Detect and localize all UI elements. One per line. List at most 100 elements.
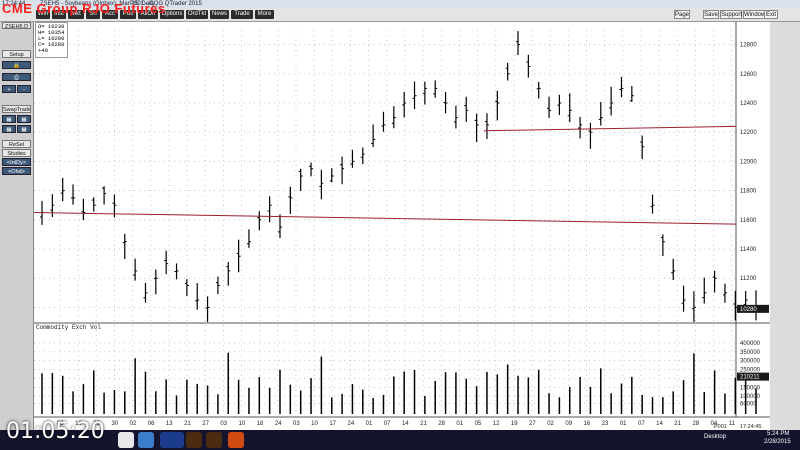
menu-acc-button[interactable]: Acc: [102, 10, 118, 19]
zoom-in-icon[interactable]: +: [2, 85, 16, 93]
watermark-text: CME Group RJO Futures: [2, 1, 166, 16]
desktop-label[interactable]: Desktop: [704, 434, 727, 440]
menu-inst-button[interactable]: Inst: [52, 10, 66, 19]
volume-tick-label: 150000: [740, 385, 761, 391]
volume-marker-box: [737, 372, 769, 381]
title-time: 17:24:44: [2, 1, 26, 7]
video-timestamp: 01:05:20: [6, 419, 105, 444]
x-tick-label: 14: [402, 421, 409, 427]
x-tick-label: 14: [656, 421, 663, 427]
x-tick-label: 01: [366, 421, 373, 427]
menu-mkt-button[interactable]: Mkt: [68, 10, 84, 19]
browser-icon[interactable]: [138, 432, 154, 448]
x-tick-label: 05: [475, 421, 482, 427]
x-tick-label: 18: [257, 421, 264, 427]
footer-page: P001: [714, 424, 727, 430]
price-tick-label: 11600: [740, 218, 757, 224]
x-tick-label: 21: [674, 421, 681, 427]
ohlc-panel: O= 10230 H= 10354 L= 10200 C= 10280 +40: [35, 22, 68, 58]
setup-button[interactable]: Setup: [2, 50, 31, 58]
start-icon[interactable]: [118, 432, 134, 448]
trendline-lower: [34, 212, 737, 225]
zoom-out-icon[interactable]: -: [17, 85, 31, 93]
footer-time: 17:24:45: [740, 424, 761, 430]
menu-exit-button[interactable]: Exit: [764, 10, 778, 19]
ohlc-close: C= 10280: [38, 41, 65, 48]
menu-pos-button[interactable]: Pos: [120, 10, 136, 19]
price-marker-label: 10280: [740, 307, 757, 313]
swap-trader-button[interactable]: SwapTrader: [2, 105, 31, 113]
price-tick-label: 11200: [740, 276, 757, 282]
x-tick-label: 11: [729, 421, 736, 427]
menu-support-button[interactable]: Support: [720, 10, 743, 19]
x-tick-label: 07: [638, 421, 645, 427]
price-tick-label: 12600: [740, 72, 757, 78]
x-tick-label: 09: [57, 421, 64, 427]
symbol-label: ZSEH5,D: [2, 22, 31, 29]
menu-news-button[interactable]: News: [210, 10, 229, 19]
studies-button[interactable]: Studies: [2, 149, 31, 157]
x-tick-label: 23: [602, 421, 609, 427]
grid-icon[interactable]: ▦: [2, 115, 16, 123]
x-tick-label: 21: [420, 421, 427, 427]
menu-ordtkt-button[interactable]: OrdTkt: [186, 10, 208, 19]
x-tick-label: 09: [565, 421, 572, 427]
x-tick-label: 30: [111, 421, 118, 427]
x-tick-label: 24: [275, 421, 282, 427]
tray-time: 5:24 PM: [767, 431, 790, 437]
menu-save-button[interactable]: Save: [703, 10, 719, 19]
app2-icon[interactable]: [206, 432, 222, 448]
grid2-icon[interactable]: ▦: [17, 115, 31, 123]
trendline-upper: [483, 125, 737, 132]
x-tick-label: 12: [493, 421, 500, 427]
menu-page-button[interactable]: Page: [674, 10, 690, 19]
chart-area[interactable]: 1100011200114001160011800120001220012400…: [34, 22, 770, 430]
volume-tick-label: 60000: [740, 401, 757, 407]
price-tick-label: 12400: [740, 101, 757, 107]
window-title: ZSEH5 - Soybeans (Globex), Mar 15, Daily: [40, 1, 155, 7]
menu-sh-button[interactable]: Sh: [86, 10, 100, 19]
x-tick-label: 24: [347, 421, 354, 427]
taskbar: Desktop 5:24 PM 2/28/2015: [0, 430, 800, 450]
sidebar: ZSEH5,D Setup 🔒 ⎙ + - SwapTrader ▦ ▦ ▦ ▦…: [0, 22, 34, 430]
x-tick-label: 21: [184, 421, 191, 427]
volume-tick-label: 400000: [740, 341, 761, 347]
menu-allon-button[interactable]: AllOn: [138, 10, 158, 19]
aol-icon[interactable]: [160, 432, 184, 448]
print-icon-button[interactable]: ⎙: [2, 73, 31, 81]
x-tick-label: 06: [148, 421, 155, 427]
app-icon[interactable]: [186, 432, 202, 448]
app3-icon[interactable]: [228, 432, 244, 448]
x-tick-label: 16: [584, 421, 591, 427]
price-marker-box: [737, 304, 769, 313]
x-tick-label: 23: [93, 421, 100, 427]
price-chart[interactable]: 1100011200114001160011800120001220012400…: [34, 22, 770, 430]
grid4-icon[interactable]: ▦: [17, 125, 31, 133]
menu-more-button[interactable]: More: [255, 10, 274, 19]
x-tick-label: 10: [311, 421, 318, 427]
volume-label: Commodity Exch Vol: [36, 324, 101, 331]
toolbar: Win Inst Mkt Sh Acc Pos AllOn Options OrdTkt News…: [0, 8, 800, 22]
price-tick-label: 11400: [740, 247, 757, 253]
x-tick-label: 13: [166, 421, 173, 427]
other-button[interactable]: <Ohd>: [2, 167, 31, 175]
volume-tick-label: 100000: [740, 394, 761, 400]
volume-tick-label: 250000: [740, 368, 761, 374]
menu-trade-button[interactable]: Trade: [231, 10, 253, 19]
x-tick-label: 27: [202, 421, 209, 427]
menu-window-button[interactable]: Window: [743, 10, 766, 19]
menu-win-button[interactable]: Win: [36, 10, 50, 19]
x-tick-label: 01: [620, 421, 627, 427]
ohlc-high: H= 10354: [38, 29, 65, 36]
reset-button[interactable]: ReSel: [2, 140, 31, 148]
lock-icon-button[interactable]: 🔒: [2, 61, 31, 69]
intraday-button[interactable]: <IntDy>: [2, 158, 31, 166]
x-tick-label: 07: [384, 421, 391, 427]
menu-options-button[interactable]: Options: [160, 10, 184, 19]
price-tick-label: 12000: [740, 159, 757, 165]
x-tick-label: 02: [547, 421, 554, 427]
x-tick-label: 19: [511, 421, 518, 427]
grid3-icon[interactable]: ▦: [2, 125, 16, 133]
x-tick-label: 28: [692, 421, 699, 427]
x-tick-label: 01: [456, 421, 463, 427]
